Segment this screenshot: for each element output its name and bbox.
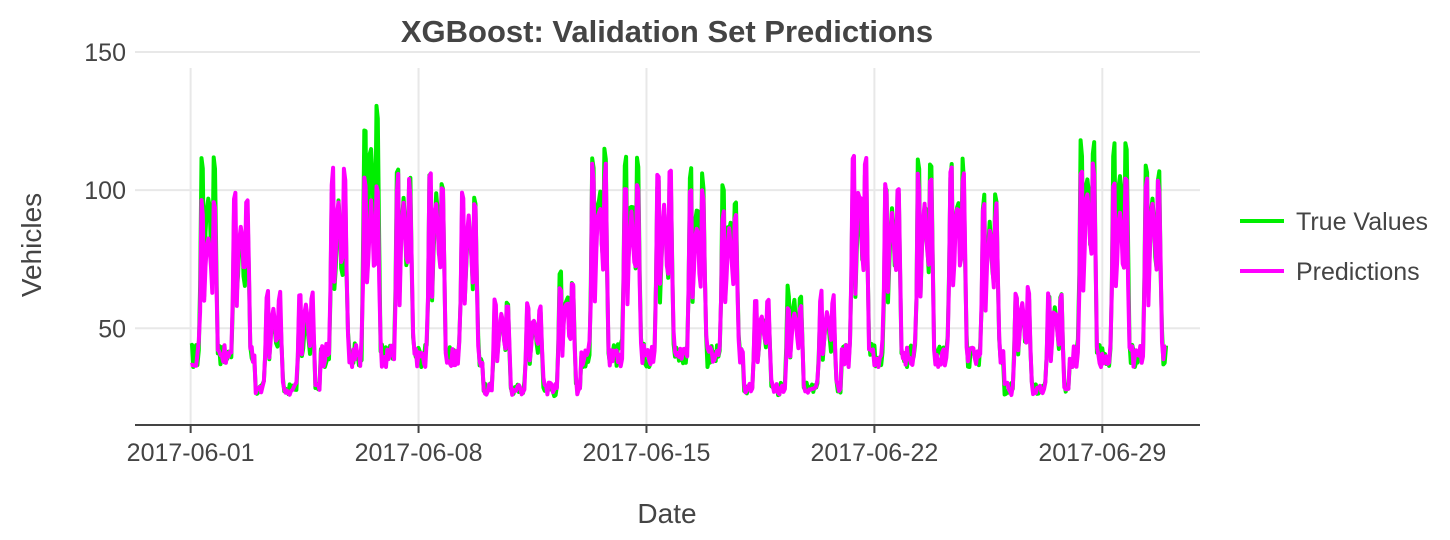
x-axis-label: Date (637, 498, 696, 529)
x-tick-label: 2017-06-01 (127, 439, 255, 467)
predictions-line (190, 153, 1167, 397)
x-tick-label: 2017-06-22 (810, 439, 938, 467)
series-lines (189, 103, 1169, 399)
x-tick-label: 2017-06-08 (355, 439, 483, 467)
chart-title: XGBoost: Validation Set Predictions (401, 14, 933, 49)
x-tick-label: 2017-06-15 (583, 439, 711, 467)
y-tick-label: 50 (98, 315, 126, 343)
x-tick-label: 2017-06-29 (1038, 439, 1166, 467)
legend-entry-label: Predictions (1296, 258, 1420, 286)
y-tick-label: 100 (84, 177, 126, 205)
y-tick-labels: 50 100 150 (84, 39, 126, 343)
legend-entry-label: True Values (1296, 208, 1428, 236)
y-tick-label: 150 (84, 39, 126, 67)
legend: True Values Predictions (1240, 208, 1428, 286)
x-tick-labels: 2017-06-01 2017-06-08 2017-06-15 2017-06-22… (127, 425, 1166, 467)
y-axis-label: Vehicles (16, 193, 47, 297)
